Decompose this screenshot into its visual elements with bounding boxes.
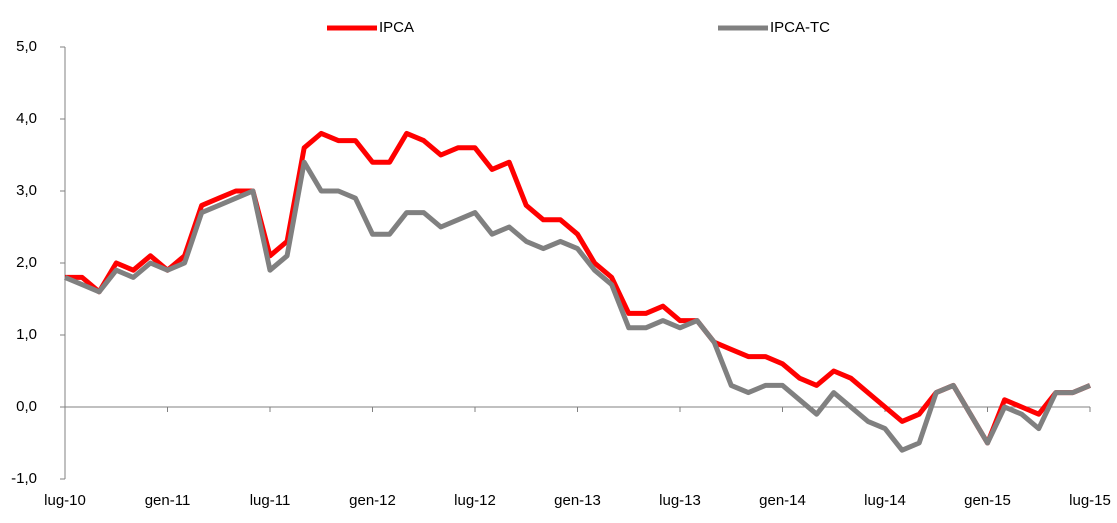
y-tick-label: 0,0 (16, 398, 37, 415)
legend-label: IPCA-TC (770, 19, 830, 36)
y-tick-label: 3,0 (16, 182, 37, 199)
legend-label: IPCA (379, 19, 414, 36)
x-tick-label: gen-12 (349, 492, 396, 509)
x-tick-label: gen-14 (759, 492, 806, 509)
series-line (65, 130, 1091, 446)
x-tick-label: lug-12 (454, 492, 496, 509)
y-tick-label: 5,0 (16, 38, 37, 55)
x-tick-label: lug-14 (864, 492, 906, 509)
y-tick-label: -1,0 (11, 470, 37, 487)
x-tick-label: lug-10 (44, 492, 86, 509)
y-tick-label: 1,0 (16, 326, 37, 343)
x-tick-label: lug-11 (250, 492, 291, 509)
x-tick-label: gen-13 (554, 492, 601, 509)
y-tick-label: 4,0 (16, 110, 37, 127)
y-tick-label: 2,0 (16, 254, 37, 271)
x-tick-label: lug-13 (659, 492, 701, 509)
x-tick-label: gen-15 (964, 492, 1011, 509)
series-line (64, 159, 1091, 453)
x-tick-label: lug-15 (1069, 492, 1111, 509)
x-tick-label: gen-11 (145, 492, 191, 509)
